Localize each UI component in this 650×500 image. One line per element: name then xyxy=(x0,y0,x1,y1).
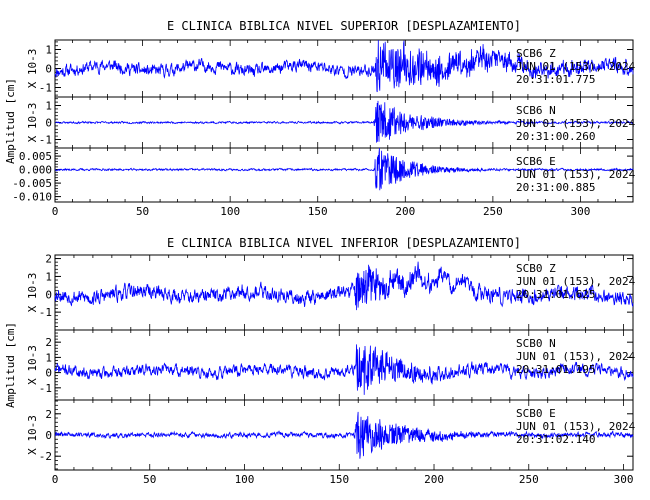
x-tick-label: 250 xyxy=(483,205,503,218)
y-axis-label: Amplitud [cm] xyxy=(4,322,17,408)
scale-label: X 10-3 xyxy=(26,345,39,385)
date-label: JUN 01 (153), 2024 xyxy=(516,350,636,363)
x-tick-label: 200 xyxy=(395,205,415,218)
y-tick-label: 2 xyxy=(45,253,52,266)
y-tick-label: 0 xyxy=(45,288,52,301)
x-tick-label: 0 xyxy=(52,205,59,218)
x-tick-label: 300 xyxy=(571,205,591,218)
y-tick-label: 0 xyxy=(45,367,52,380)
x-tick-label: 50 xyxy=(136,205,149,218)
scale-label: X 10-3 xyxy=(26,103,39,143)
y-tick-label: 2 xyxy=(45,336,52,349)
y-tick-label: 1 xyxy=(45,351,52,364)
time-label: 20:31:01.625 xyxy=(516,288,595,301)
y-tick-label: 0 xyxy=(45,117,52,130)
station-label: SCB0 Z xyxy=(516,262,556,275)
station-label: SCB6 N xyxy=(516,104,556,117)
y-tick-label: -1 xyxy=(39,82,52,95)
date-label: JUN 01 (153), 2024 xyxy=(516,168,636,181)
x-tick-label: 0 xyxy=(52,473,59,486)
panel-title: E CLINICA BIBLICA NIVEL INFERIOR [DESPLA… xyxy=(167,236,521,250)
station-label: SCB6 E xyxy=(516,155,556,168)
waveform-n xyxy=(55,100,633,143)
waveform-n xyxy=(54,344,634,395)
x-tick-label: 300 xyxy=(614,473,634,486)
y-tick-label: 0.005 xyxy=(19,150,52,163)
y-tick-label: -0.005 xyxy=(12,177,52,190)
time-label: 20:31:02.140 xyxy=(516,433,595,446)
y-tick-label: -1 xyxy=(39,134,52,147)
scale-label: X 10-3 xyxy=(26,49,39,89)
scale-label: X 10-3 xyxy=(26,415,39,455)
date-label: JUN 01 (153), 2024 xyxy=(516,60,636,73)
waveform-e xyxy=(54,411,634,459)
waveform-z xyxy=(54,261,634,311)
y-tick-label: -2 xyxy=(39,450,52,463)
time-label: 20:31:00.885 xyxy=(516,181,595,194)
x-tick-label: 100 xyxy=(220,205,240,218)
time-label: 20:31:01.775 xyxy=(516,73,595,86)
scale-label: X 10-3 xyxy=(26,273,39,313)
x-tick-label: 150 xyxy=(308,205,328,218)
date-label: JUN 01 (153), 2024 xyxy=(516,420,636,433)
y-tick-label: 0.000 xyxy=(19,164,52,177)
y-tick-label: 1 xyxy=(45,44,52,57)
y-tick-label: 0 xyxy=(45,63,52,76)
y-tick-label: -0.010 xyxy=(12,191,52,204)
x-tick-label: 50 xyxy=(143,473,156,486)
station-label: SCB0 E xyxy=(516,407,556,420)
waveform-e xyxy=(54,147,634,191)
x-tick-label: 200 xyxy=(424,473,444,486)
x-tick-label: 100 xyxy=(235,473,255,486)
x-tick-label: 150 xyxy=(329,473,349,486)
x-tick-label: 250 xyxy=(519,473,539,486)
date-label: JUN 01 (153), 2024 xyxy=(516,275,636,288)
y-tick-label: 0 xyxy=(45,429,52,442)
y-axis-label: Amplitud [cm] xyxy=(4,78,17,164)
time-label: 20:31:01.195 xyxy=(516,363,595,376)
station-label: SCB6 Z xyxy=(516,47,556,60)
panel-title: E CLINICA BIBLICA NIVEL SUPERIOR [DESPLA… xyxy=(167,19,521,33)
y-tick-label: 1 xyxy=(45,270,52,283)
station-label: SCB0 N xyxy=(516,337,556,350)
y-tick-label: -1 xyxy=(39,306,52,319)
waveform-z xyxy=(54,39,634,93)
y-tick-label: -1 xyxy=(39,382,52,395)
y-tick-label: 1 xyxy=(45,100,52,113)
date-label: JUN 01 (153), 2024 xyxy=(516,117,636,130)
panel-superior: E CLINICA BIBLICA NIVEL SUPERIOR [DESPLA… xyxy=(4,19,636,218)
y-tick-label: 2 xyxy=(45,408,52,421)
panel-inferior: E CLINICA BIBLICA NIVEL INFERIOR [DESPLA… xyxy=(4,236,636,486)
time-label: 20:31:00.260 xyxy=(516,130,595,143)
